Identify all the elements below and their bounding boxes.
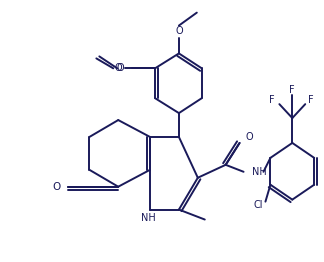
Text: O: O xyxy=(114,63,122,73)
Text: O: O xyxy=(175,25,183,36)
Text: NH: NH xyxy=(141,212,156,222)
Text: O: O xyxy=(246,132,253,142)
Text: F: F xyxy=(289,85,295,95)
Text: F: F xyxy=(269,95,274,105)
Text: Cl: Cl xyxy=(254,200,263,210)
Text: F: F xyxy=(307,95,313,105)
Text: NH: NH xyxy=(251,167,266,177)
Text: O: O xyxy=(52,182,61,192)
Text: O: O xyxy=(117,63,124,73)
